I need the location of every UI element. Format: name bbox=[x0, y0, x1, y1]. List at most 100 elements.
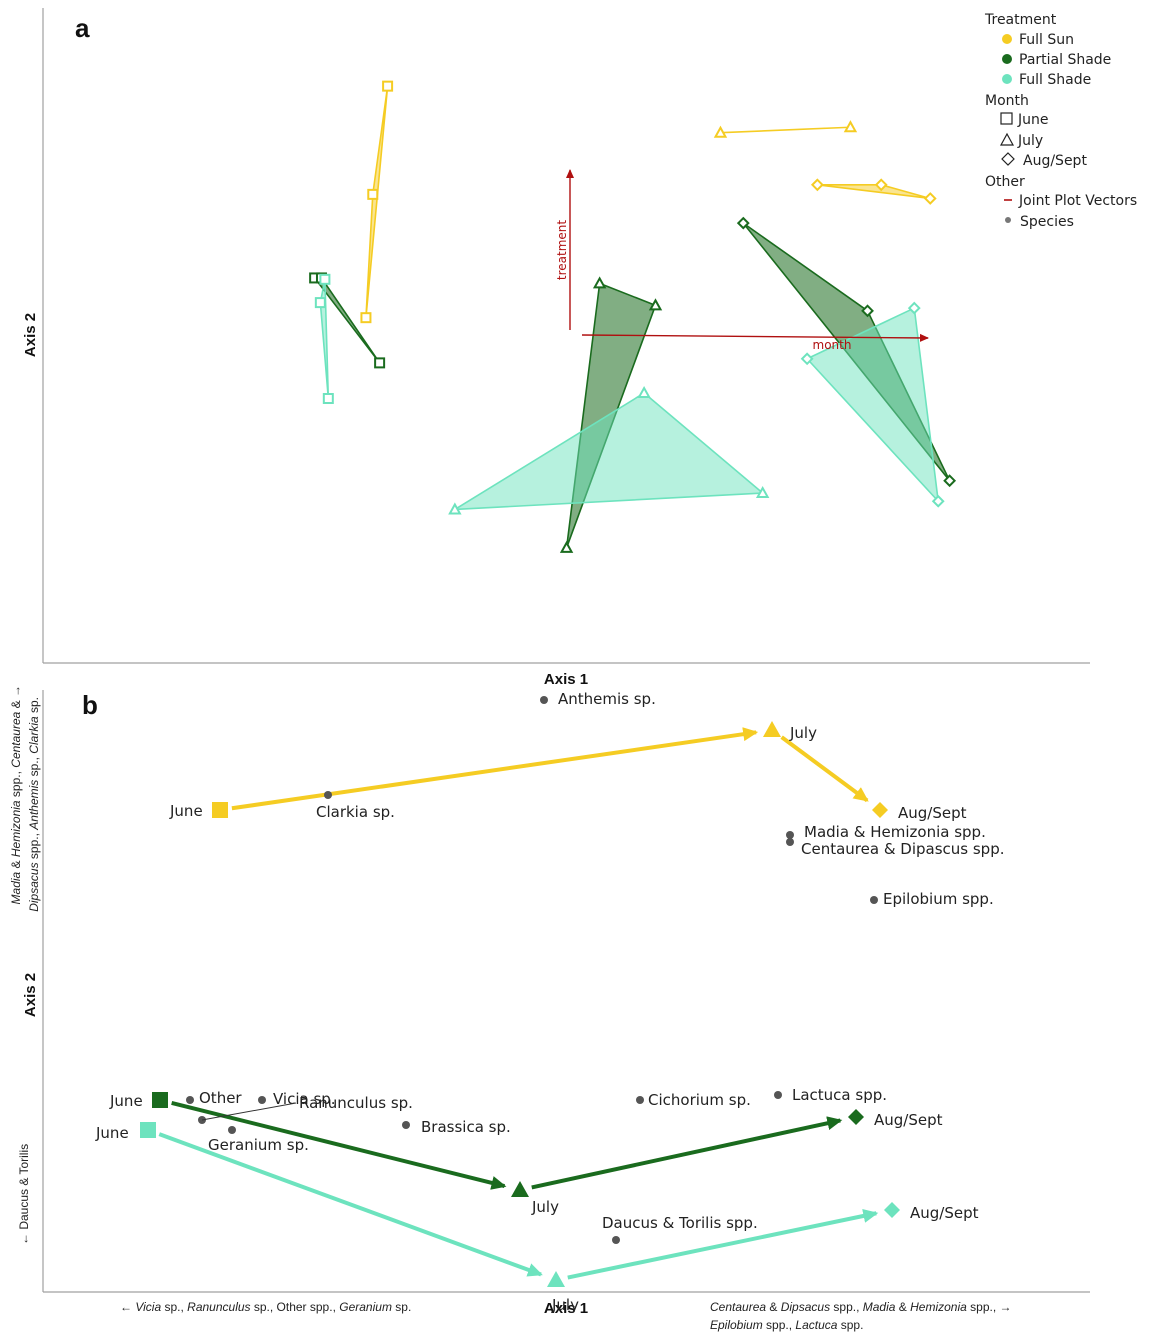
legend-other-title: Other bbox=[985, 174, 1025, 190]
partial-shade-july-point-2 bbox=[648, 298, 663, 311]
species-label-centaurea-dipascus-spp: Centaurea & Dipascus spp. bbox=[801, 840, 1005, 858]
partial-shade-july-point-1 bbox=[592, 276, 607, 289]
legend-month-title: Month bbox=[985, 93, 1029, 109]
y-positive-note-line2: Dipsacus spp., Anthemis sp., Clarkia sp. bbox=[27, 697, 41, 912]
full-sun-aug-sept-point-1 bbox=[810, 178, 824, 192]
ranunculus-leader-line bbox=[201, 1102, 297, 1121]
full-shade-aug-sept-month-label: Aug/Sept bbox=[910, 1204, 979, 1222]
species-label-ranunculus-sp: Ranunculus sp. bbox=[299, 1094, 413, 1112]
panel-a-x-axis-title: Axis 1 bbox=[544, 671, 588, 688]
panel-b-y-axis-title: Axis 2 bbox=[22, 973, 39, 1017]
partial-shade-aug-sept-point-1 bbox=[736, 216, 750, 230]
full-sun-aug-sept-hull bbox=[816, 183, 932, 200]
legend-full-sun-label: Full Sun bbox=[1019, 32, 1074, 48]
full-sun-trajectory-arrow-1 bbox=[231, 727, 759, 811]
panel-b-centroids: June July Aug/Sept June July Aug/Sept June July… bbox=[95, 721, 979, 1314]
panel-a-hulls bbox=[313, 85, 951, 549]
full-shade-june-hull bbox=[319, 278, 330, 400]
legend-full-sun-swatch bbox=[1002, 34, 1012, 44]
full-sun-june-point-3 bbox=[360, 312, 372, 324]
legend-species-swatch bbox=[1005, 217, 1011, 223]
species-label-madia-hemizonia-spp: Madia & Hemizonia spp. bbox=[804, 823, 986, 841]
full-shade-june-point-3 bbox=[322, 393, 334, 404]
species-label-daucus-torilis-spp: Daucus & Torilis spp. bbox=[602, 1214, 758, 1232]
legend-july-triangle-icon bbox=[999, 132, 1015, 146]
full-shade-june-centroid bbox=[140, 1122, 156, 1138]
panel-b-x-axis-title: Axis 1 bbox=[544, 1300, 588, 1317]
legend-augsept-label: Aug/Sept bbox=[1023, 153, 1087, 169]
species-point-anthemis-sp bbox=[540, 696, 548, 704]
species-point-daucus-torilis-spp bbox=[612, 1236, 620, 1244]
species-label-geranium-sp: Geranium sp. bbox=[208, 1136, 309, 1154]
full-shade-aug-sept-hull bbox=[806, 307, 940, 503]
full-shade-aug-sept-point-2 bbox=[907, 301, 921, 315]
partial-shade-july-month-label: July bbox=[531, 1198, 559, 1216]
species-label-epilobium-spp: Epilobium spp. bbox=[883, 890, 994, 908]
species-label-vicia-sp: Vicia sp. bbox=[273, 1090, 336, 1108]
species-label-brassica-sp: Brassica sp. bbox=[421, 1118, 511, 1136]
full-sun-june-month-label: June bbox=[169, 802, 203, 820]
legend-species-label: Species bbox=[1020, 214, 1074, 230]
legend-july-label: July bbox=[1017, 133, 1043, 149]
full-shade-trajectory-arrow-1 bbox=[158, 1132, 543, 1277]
legend-vector-label: Joint Plot Vectors bbox=[1018, 193, 1137, 209]
species-point-epilobium-spp bbox=[870, 896, 878, 904]
month-vector-label: month bbox=[813, 338, 852, 352]
legend-partial-shade-swatch bbox=[1002, 54, 1012, 64]
full-shade-july-point-3 bbox=[755, 485, 770, 499]
species-point-lactuca-spp bbox=[774, 1091, 782, 1099]
partial-shade-july-point-3 bbox=[559, 540, 574, 553]
full-sun-aug-sept-point-3 bbox=[923, 192, 937, 205]
species-point-geranium-sp bbox=[228, 1126, 236, 1134]
partial-shade-trajectory-arrow-2 bbox=[531, 1116, 843, 1190]
panel-b-species: Anthemis sp. Clarkia sp. Madia & Hemizonia… bbox=[186, 690, 1005, 1244]
full-shade-aug-sept-point-1 bbox=[800, 352, 814, 366]
full-shade-aug-sept-point-3 bbox=[931, 494, 945, 508]
species-label-lactuca-spp: Lactuca spp. bbox=[792, 1086, 887, 1104]
full-shade-trajectory-arrow-2 bbox=[567, 1209, 879, 1280]
legend-augsept-diamond-icon bbox=[1001, 152, 1015, 166]
partial-shade-june-month-label: June bbox=[109, 1092, 143, 1110]
full-shade-july-point-2 bbox=[637, 385, 651, 399]
full-sun-july-hull bbox=[720, 126, 851, 134]
full-sun-june-hull bbox=[365, 85, 389, 319]
partial-shade-aug-sept-point-3 bbox=[943, 474, 957, 488]
panel-b-trajectories bbox=[158, 727, 879, 1280]
legend-full-shade-label: Full Shade bbox=[1019, 72, 1091, 88]
full-shade-june-month-label: June bbox=[95, 1124, 129, 1142]
legend-treatment-title: Treatment bbox=[984, 12, 1057, 28]
full-shade-july-hull bbox=[454, 392, 764, 511]
partial-shade-july-centroid bbox=[511, 1181, 529, 1197]
partial-shade-june-centroid bbox=[152, 1092, 168, 1108]
month-vector-arrow bbox=[581, 333, 929, 342]
panel-b-letter: b bbox=[82, 690, 98, 720]
panel-a: a Axis 1 Axis 2 treatment month Treatmen… bbox=[22, 8, 1137, 688]
full-shade-july-point-1 bbox=[448, 502, 462, 515]
partial-shade-trajectory-arrow-1 bbox=[171, 1100, 507, 1190]
full-shade-june-point-1 bbox=[319, 273, 331, 285]
full-shade-aug-sept-centroid bbox=[884, 1202, 900, 1218]
species-point-madia-hemizonia-spp bbox=[786, 831, 794, 839]
full-sun-aug-sept-centroid bbox=[872, 802, 888, 818]
species-label-anthemis-sp: Anthemis sp. bbox=[558, 690, 656, 708]
legend-full-shade-swatch bbox=[1002, 74, 1012, 84]
panel-a-letter: a bbox=[75, 13, 90, 43]
species-point-cichorium-sp bbox=[636, 1096, 644, 1104]
full-shade-july-centroid bbox=[547, 1271, 565, 1287]
full-sun-aug-sept-month-label: Aug/Sept bbox=[898, 804, 967, 822]
species-point-vicia-sp bbox=[258, 1096, 266, 1104]
x-positive-note-line2: Epilobium spp., Lactuca spp. bbox=[710, 1318, 863, 1332]
full-sun-july-centroid bbox=[763, 721, 781, 737]
species-label-clarkia-sp: Clarkia sp. bbox=[316, 803, 395, 821]
species-point-centaurea-dipascus-spp bbox=[786, 838, 794, 846]
species-point-brassica-sp bbox=[402, 1121, 410, 1129]
full-shade-july-month-label: July bbox=[551, 1296, 579, 1314]
panel-a-points bbox=[309, 80, 957, 553]
species-point-clarkia-sp bbox=[324, 791, 332, 799]
legend: Treatment Full Sun Partial Shade Full Sh… bbox=[984, 12, 1137, 230]
treatment-vector-label: treatment bbox=[555, 220, 569, 280]
panel-a-y-axis-title: Axis 2 bbox=[22, 313, 39, 357]
full-sun-july-point-1 bbox=[713, 125, 728, 138]
x-negative-note: ← Vicia sp., Ranunculus sp., Other spp.,… bbox=[120, 1300, 411, 1314]
